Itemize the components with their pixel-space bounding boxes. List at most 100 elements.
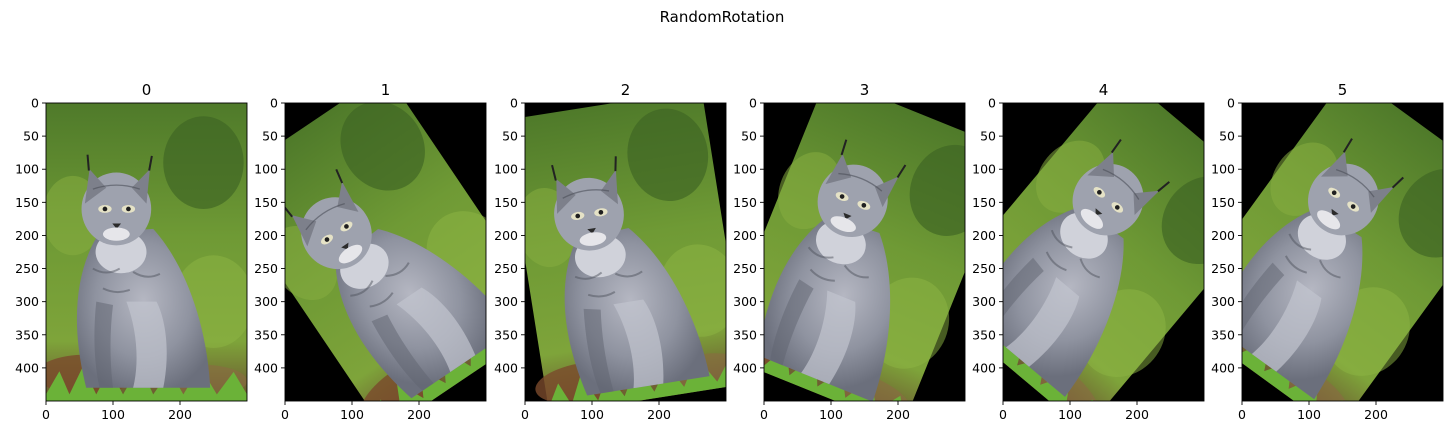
axes-frame <box>45 102 248 402</box>
panel-0: 0 0 50 100 150 200 250 300 350 400 0 100 200 <box>15 81 248 422</box>
panel-image <box>1003 103 1204 401</box>
y-tick-label: 50 <box>741 129 757 144</box>
x-tick-label: 200 <box>1125 407 1149 422</box>
y-tick-label: 250 <box>733 261 757 276</box>
y-tick-label: 350 <box>733 327 757 342</box>
y-tick-label: 50 <box>502 129 518 144</box>
y-tick-label: 150 <box>254 195 278 210</box>
axes-frame <box>763 102 966 402</box>
y-tick-label: 400 <box>254 360 278 375</box>
y-tick-label: 400 <box>733 360 757 375</box>
x-tick-label: 200 <box>407 407 431 422</box>
x-tick-label: 0 <box>999 407 1007 422</box>
axes-frame <box>1002 102 1205 402</box>
lynx-photo-content <box>1003 103 1204 401</box>
panel-title: 4 <box>1099 81 1109 99</box>
y-tick-label: 50 <box>23 129 39 144</box>
y-tick-label: 250 <box>15 261 39 276</box>
y-tick-label: 350 <box>254 327 278 342</box>
y-tick-label: 200 <box>254 228 278 243</box>
y-tick-label: 300 <box>494 294 518 309</box>
y-tick-label: 250 <box>254 261 278 276</box>
y-tick-label: 0 <box>270 96 278 111</box>
y-tick-label: 400 <box>1211 360 1235 375</box>
panel-image <box>285 103 486 401</box>
y-tick-label: 200 <box>15 228 39 243</box>
y-tick-label: 100 <box>254 162 278 177</box>
y-tick-label: 300 <box>1211 294 1235 309</box>
x-tick-label: 200 <box>886 407 910 422</box>
panel-image <box>764 103 965 401</box>
lynx-photo-content <box>764 103 965 401</box>
x-tick-label: 0 <box>281 407 289 422</box>
y-tick-label: 100 <box>1211 162 1235 177</box>
lynx-photo <box>1003 103 1204 401</box>
y-tick-label: 150 <box>733 195 757 210</box>
y-tick-label: 350 <box>1211 327 1235 342</box>
y-tick-label: 0 <box>1227 96 1235 111</box>
panel-title: 1 <box>381 81 391 99</box>
panel-4: 4 0 50 100 150 200 250 300 350 400 0 100 200 <box>972 81 1205 422</box>
y-tick-label: 350 <box>494 327 518 342</box>
panel-image <box>46 103 247 401</box>
y-tick-label: 50 <box>262 129 278 144</box>
x-tick-label: 100 <box>1297 407 1321 422</box>
x-tick-label: 200 <box>168 407 192 422</box>
lynx-photo-content <box>46 103 247 401</box>
lynx-photo <box>764 103 965 401</box>
x-tick-label: 100 <box>819 407 843 422</box>
y-tick-label: 350 <box>15 327 39 342</box>
y-tick-label: 50 <box>1219 129 1235 144</box>
y-tick-label: 150 <box>494 195 518 210</box>
panel-title: 3 <box>860 81 870 99</box>
y-tick-label: 200 <box>972 228 996 243</box>
y-tick-label: 200 <box>733 228 757 243</box>
x-tick-label: 0 <box>1238 407 1246 422</box>
y-tick-label: 300 <box>733 294 757 309</box>
x-tick-label: 0 <box>42 407 50 422</box>
y-tick-label: 250 <box>1211 261 1235 276</box>
panel-2: 2 0 50 100 150 200 250 300 350 400 0 100 200 <box>494 81 727 422</box>
y-tick-label: 100 <box>972 162 996 177</box>
y-tick-label: 250 <box>972 261 996 276</box>
x-tick-label: 100 <box>101 407 125 422</box>
y-tick-label: 400 <box>15 360 39 375</box>
x-tick-label: 200 <box>1364 407 1388 422</box>
y-tick-label: 0 <box>749 96 757 111</box>
panel-1: 1 0 50 100 150 200 250 300 350 400 0 100 200 <box>254 81 487 422</box>
y-tick-label: 300 <box>972 294 996 309</box>
y-tick-label: 400 <box>972 360 996 375</box>
y-tick-label: 0 <box>988 96 996 111</box>
axes-frame <box>284 102 487 402</box>
figure-suptitle: RandomRotation <box>660 8 785 26</box>
y-tick-label: 300 <box>15 294 39 309</box>
lynx-photo <box>285 103 486 401</box>
y-tick-label: 0 <box>510 96 518 111</box>
y-tick-label: 200 <box>1211 228 1235 243</box>
y-tick-label: 50 <box>980 129 996 144</box>
x-tick-label: 0 <box>760 407 768 422</box>
axes-frame <box>1241 102 1444 402</box>
y-tick-label: 400 <box>494 360 518 375</box>
y-tick-label: 150 <box>1211 195 1235 210</box>
lynx-photo <box>46 103 247 401</box>
x-tick-label: 200 <box>647 407 671 422</box>
y-tick-label: 100 <box>494 162 518 177</box>
axes-frame <box>524 102 727 402</box>
y-tick-label: 150 <box>15 195 39 210</box>
x-tick-label: 100 <box>340 407 364 422</box>
panel-title: 0 <box>142 81 152 99</box>
y-tick-label: 100 <box>733 162 757 177</box>
panel-title: 5 <box>1338 81 1348 99</box>
panel-title: 2 <box>621 81 631 99</box>
y-tick-label: 300 <box>254 294 278 309</box>
y-tick-label: 150 <box>972 195 996 210</box>
x-tick-label: 100 <box>580 407 604 422</box>
y-tick-label: 100 <box>15 162 39 177</box>
y-tick-label: 350 <box>972 327 996 342</box>
y-tick-label: 0 <box>31 96 39 111</box>
y-tick-label: 200 <box>494 228 518 243</box>
